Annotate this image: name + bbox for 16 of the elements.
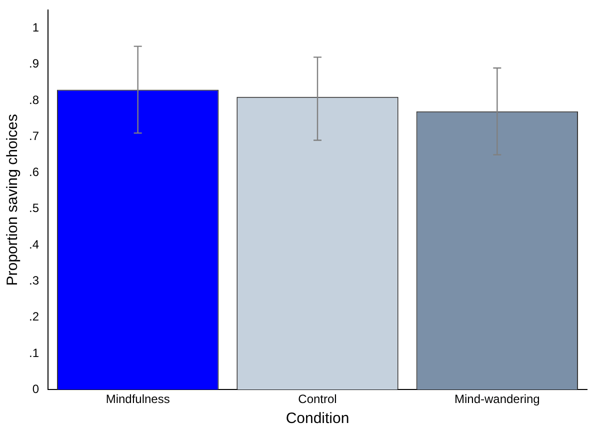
y-tick-label: .4	[28, 237, 40, 252]
x-axis-title: Condition	[286, 410, 350, 428]
y-tick-label: .1	[28, 346, 40, 360]
y-axis-title: Proportion saving choices	[4, 114, 22, 286]
x-tick-label: Mindfulness	[106, 392, 170, 406]
y-tick-label: .2	[28, 310, 40, 324]
y-tick-label: .3	[28, 274, 40, 288]
y-tick-label: .6	[28, 165, 40, 180]
y-tick-label: 0	[32, 382, 40, 396]
y-tick-label: .5	[28, 201, 40, 216]
x-tick-label: Mind-wandering	[454, 392, 540, 406]
y-tick-label: .9	[28, 56, 40, 71]
y-tick-label: 1	[32, 20, 40, 35]
y-tick-label: .7	[28, 128, 40, 143]
y-tick-label: .8	[28, 92, 40, 107]
x-tick-label: Control	[298, 392, 337, 406]
